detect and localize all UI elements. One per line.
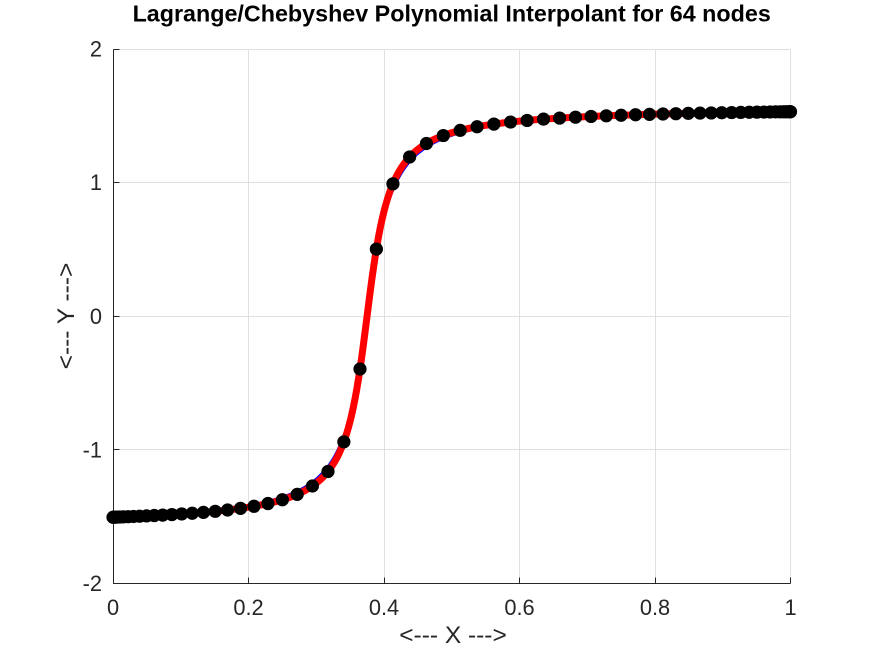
svg-text:-1: -1 bbox=[83, 437, 102, 462]
svg-text:1: 1 bbox=[784, 595, 796, 620]
svg-text:0.4: 0.4 bbox=[369, 595, 399, 620]
svg-text:-2: -2 bbox=[83, 571, 102, 596]
svg-text:0: 0 bbox=[90, 304, 102, 329]
svg-text:Lagrange/Chebyshev Polynomial: Lagrange/Chebyshev Polynomial Interpolan… bbox=[133, 1, 771, 27]
svg-text:0.2: 0.2 bbox=[233, 595, 263, 620]
svg-text:2: 2 bbox=[90, 37, 102, 62]
svg-text:1: 1 bbox=[90, 170, 102, 195]
svg-text:<--- X --->: <--- X ---> bbox=[399, 622, 507, 649]
svg-text:0: 0 bbox=[107, 595, 119, 620]
svg-text:0.6: 0.6 bbox=[504, 595, 534, 620]
svg-text:0.8: 0.8 bbox=[640, 595, 670, 620]
svg-text:<--- Y --->: <--- Y ---> bbox=[53, 263, 80, 370]
